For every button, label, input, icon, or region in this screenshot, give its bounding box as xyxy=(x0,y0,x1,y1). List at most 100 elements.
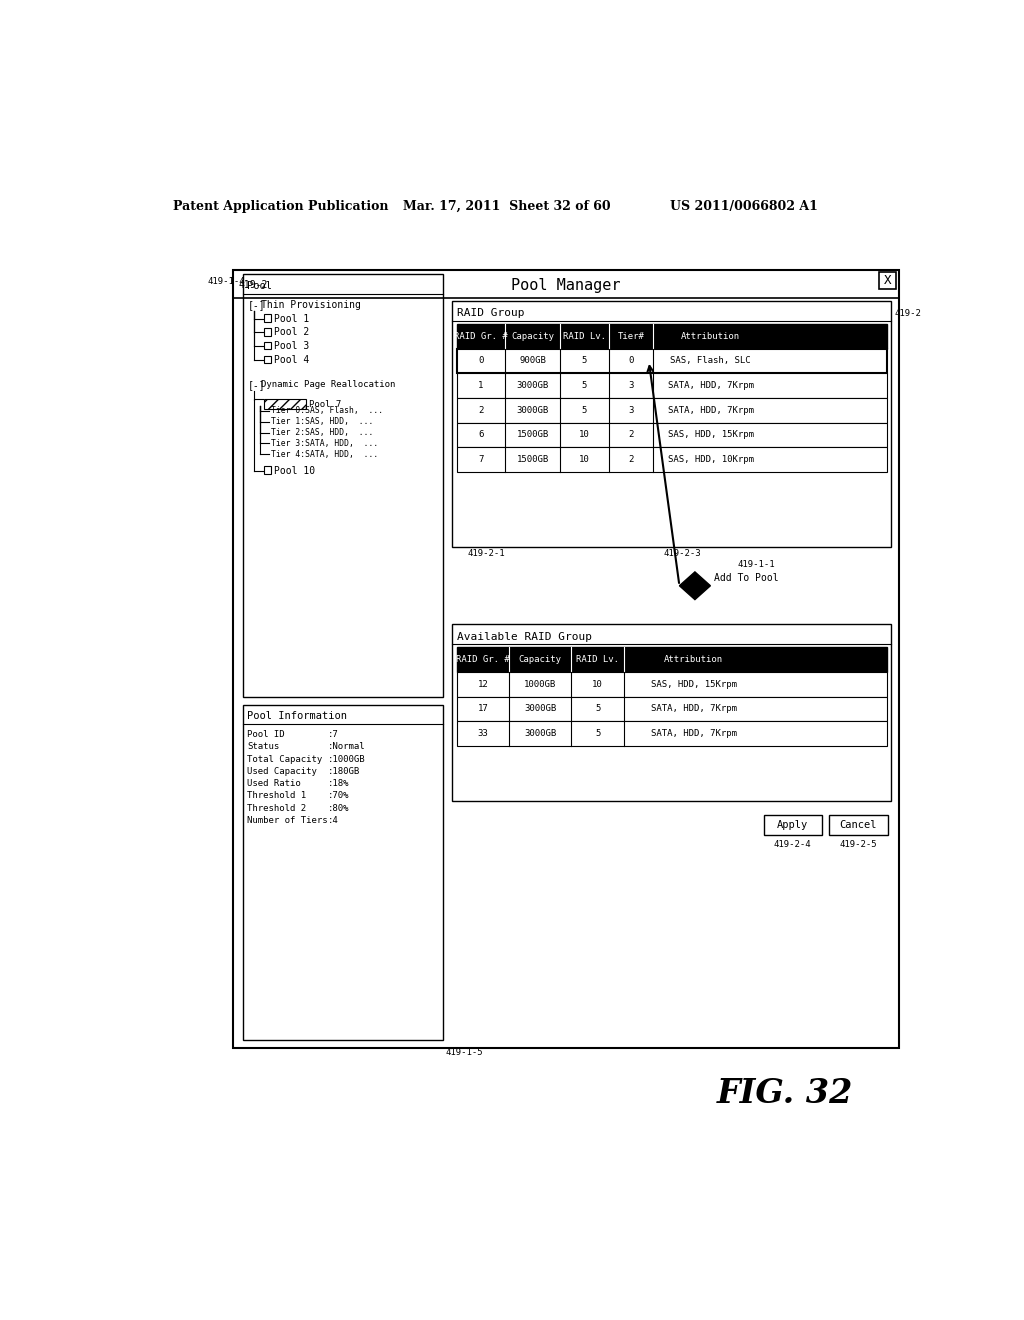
Text: 5: 5 xyxy=(582,381,587,389)
Text: Thin Provisioning: Thin Provisioning xyxy=(261,300,361,310)
Bar xyxy=(457,397,887,422)
Text: SAS, HDD, 15Krpm: SAS, HDD, 15Krpm xyxy=(668,430,754,440)
Text: :4: :4 xyxy=(328,816,339,825)
Text: Threshold 1: Threshold 1 xyxy=(248,792,306,800)
Bar xyxy=(457,447,887,471)
Text: Pool 10: Pool 10 xyxy=(273,466,314,477)
Text: 1000GB: 1000GB xyxy=(524,680,556,689)
Bar xyxy=(263,327,271,335)
Polygon shape xyxy=(679,572,711,599)
Text: Add To Pool: Add To Pool xyxy=(714,573,778,583)
Bar xyxy=(457,697,887,721)
Text: 1500GB: 1500GB xyxy=(516,430,549,440)
Text: 6: 6 xyxy=(478,430,483,440)
Text: Total Capacity: Total Capacity xyxy=(248,755,323,763)
Bar xyxy=(452,624,891,801)
Text: 419-2: 419-2 xyxy=(239,280,268,290)
Text: Dynamic Page Reallocation: Dynamic Page Reallocation xyxy=(261,380,395,389)
Text: :18%: :18% xyxy=(328,779,349,788)
Text: 900GB: 900GB xyxy=(519,356,546,366)
Bar xyxy=(879,272,896,289)
Bar xyxy=(243,275,442,697)
Text: SAS, HDD, 10Krpm: SAS, HDD, 10Krpm xyxy=(668,455,754,463)
Text: RAID Gr. #: RAID Gr. # xyxy=(456,655,510,664)
Text: 17: 17 xyxy=(477,705,488,713)
Text: RAID Gr. #: RAID Gr. # xyxy=(454,331,508,341)
Text: 3: 3 xyxy=(629,381,634,389)
Bar xyxy=(263,314,271,322)
Text: Pool Information: Pool Information xyxy=(248,711,347,721)
Text: Patent Application Publication: Patent Application Publication xyxy=(173,199,388,213)
Text: Pool 7: Pool 7 xyxy=(308,400,341,408)
Text: 1: 1 xyxy=(478,381,483,389)
Text: 0: 0 xyxy=(478,356,483,366)
Text: 419-1-4: 419-1-4 xyxy=(208,277,246,286)
Text: :7: :7 xyxy=(328,730,339,739)
Text: 0: 0 xyxy=(629,356,634,366)
Text: SATA, HDD, 7Krpm: SATA, HDD, 7Krpm xyxy=(650,705,736,713)
Text: 2: 2 xyxy=(629,455,634,463)
Text: RAID Lv.: RAID Lv. xyxy=(563,331,606,341)
Text: 3000GB: 3000GB xyxy=(524,729,556,738)
Bar xyxy=(243,705,442,1040)
Text: 419-2-1: 419-2-1 xyxy=(467,549,505,558)
Text: Tier 1:SAS, HDD,  ...: Tier 1:SAS, HDD, ... xyxy=(270,417,373,426)
Text: Used Ratio: Used Ratio xyxy=(248,779,301,788)
Text: SATA, HDD, 7Krpm: SATA, HDD, 7Krpm xyxy=(650,729,736,738)
Text: Tier#: Tier# xyxy=(617,331,644,341)
Text: Pool Manager: Pool Manager xyxy=(511,279,621,293)
Text: Pool 3: Pool 3 xyxy=(273,342,309,351)
Text: 2: 2 xyxy=(478,405,483,414)
Text: :70%: :70% xyxy=(328,792,349,800)
Text: Used Capacity: Used Capacity xyxy=(248,767,317,776)
Text: SATA, HDD, 7Krpm: SATA, HDD, 7Krpm xyxy=(668,405,754,414)
Text: 2: 2 xyxy=(629,430,634,440)
Bar xyxy=(457,348,887,374)
Text: RAID Group: RAID Group xyxy=(457,308,524,318)
Text: 7: 7 xyxy=(478,455,483,463)
Text: SAS, Flash, SLC: SAS, Flash, SLC xyxy=(671,356,752,366)
Text: 10: 10 xyxy=(580,430,590,440)
Text: Mar. 17, 2011  Sheet 32 of 60: Mar. 17, 2011 Sheet 32 of 60 xyxy=(403,199,610,213)
Text: 419-2-2: 419-2-2 xyxy=(895,309,932,318)
Text: Pool 4: Pool 4 xyxy=(273,355,309,366)
Bar xyxy=(263,399,306,409)
Text: 419-2-5: 419-2-5 xyxy=(840,840,877,849)
Text: 3000GB: 3000GB xyxy=(524,705,556,713)
Bar xyxy=(263,342,271,350)
Text: 5: 5 xyxy=(595,729,600,738)
Bar xyxy=(829,816,888,836)
Text: 1500GB: 1500GB xyxy=(516,455,549,463)
Text: 12: 12 xyxy=(477,680,488,689)
Bar xyxy=(232,271,899,1048)
Text: RAID Lv.: RAID Lv. xyxy=(577,655,620,664)
Text: Pool: Pool xyxy=(248,281,272,292)
Bar xyxy=(764,816,821,836)
Text: Tier 2:SAS, HDD,  ...: Tier 2:SAS, HDD, ... xyxy=(270,428,373,437)
Bar xyxy=(263,355,271,363)
Bar xyxy=(263,466,271,474)
Text: Number of Tiers: Number of Tiers xyxy=(248,816,328,825)
Bar xyxy=(457,422,887,447)
Text: US 2011/0066802 A1: US 2011/0066802 A1 xyxy=(671,199,818,213)
Text: 419-2-4: 419-2-4 xyxy=(773,840,811,849)
Text: Pool 1: Pool 1 xyxy=(273,314,309,323)
Text: 419-2-3: 419-2-3 xyxy=(664,549,701,558)
Text: 10: 10 xyxy=(580,455,590,463)
Text: Capacity: Capacity xyxy=(511,331,554,341)
Text: 33: 33 xyxy=(477,729,488,738)
Text: 419-1-1: 419-1-1 xyxy=(737,560,775,569)
Bar xyxy=(457,647,887,672)
Text: :180GB: :180GB xyxy=(328,767,360,776)
Text: Tier 4:SATA, HDD,  ...: Tier 4:SATA, HDD, ... xyxy=(270,450,378,458)
Bar xyxy=(457,721,887,746)
Text: 5: 5 xyxy=(582,356,587,366)
Text: [-]: [-] xyxy=(248,380,265,389)
Bar xyxy=(457,323,887,348)
Text: Available RAID Group: Available RAID Group xyxy=(457,631,592,642)
Text: [-]: [-] xyxy=(248,300,265,310)
Text: 3: 3 xyxy=(629,405,634,414)
Bar xyxy=(457,672,887,697)
Text: 5: 5 xyxy=(582,405,587,414)
Text: Attribution: Attribution xyxy=(681,331,740,341)
